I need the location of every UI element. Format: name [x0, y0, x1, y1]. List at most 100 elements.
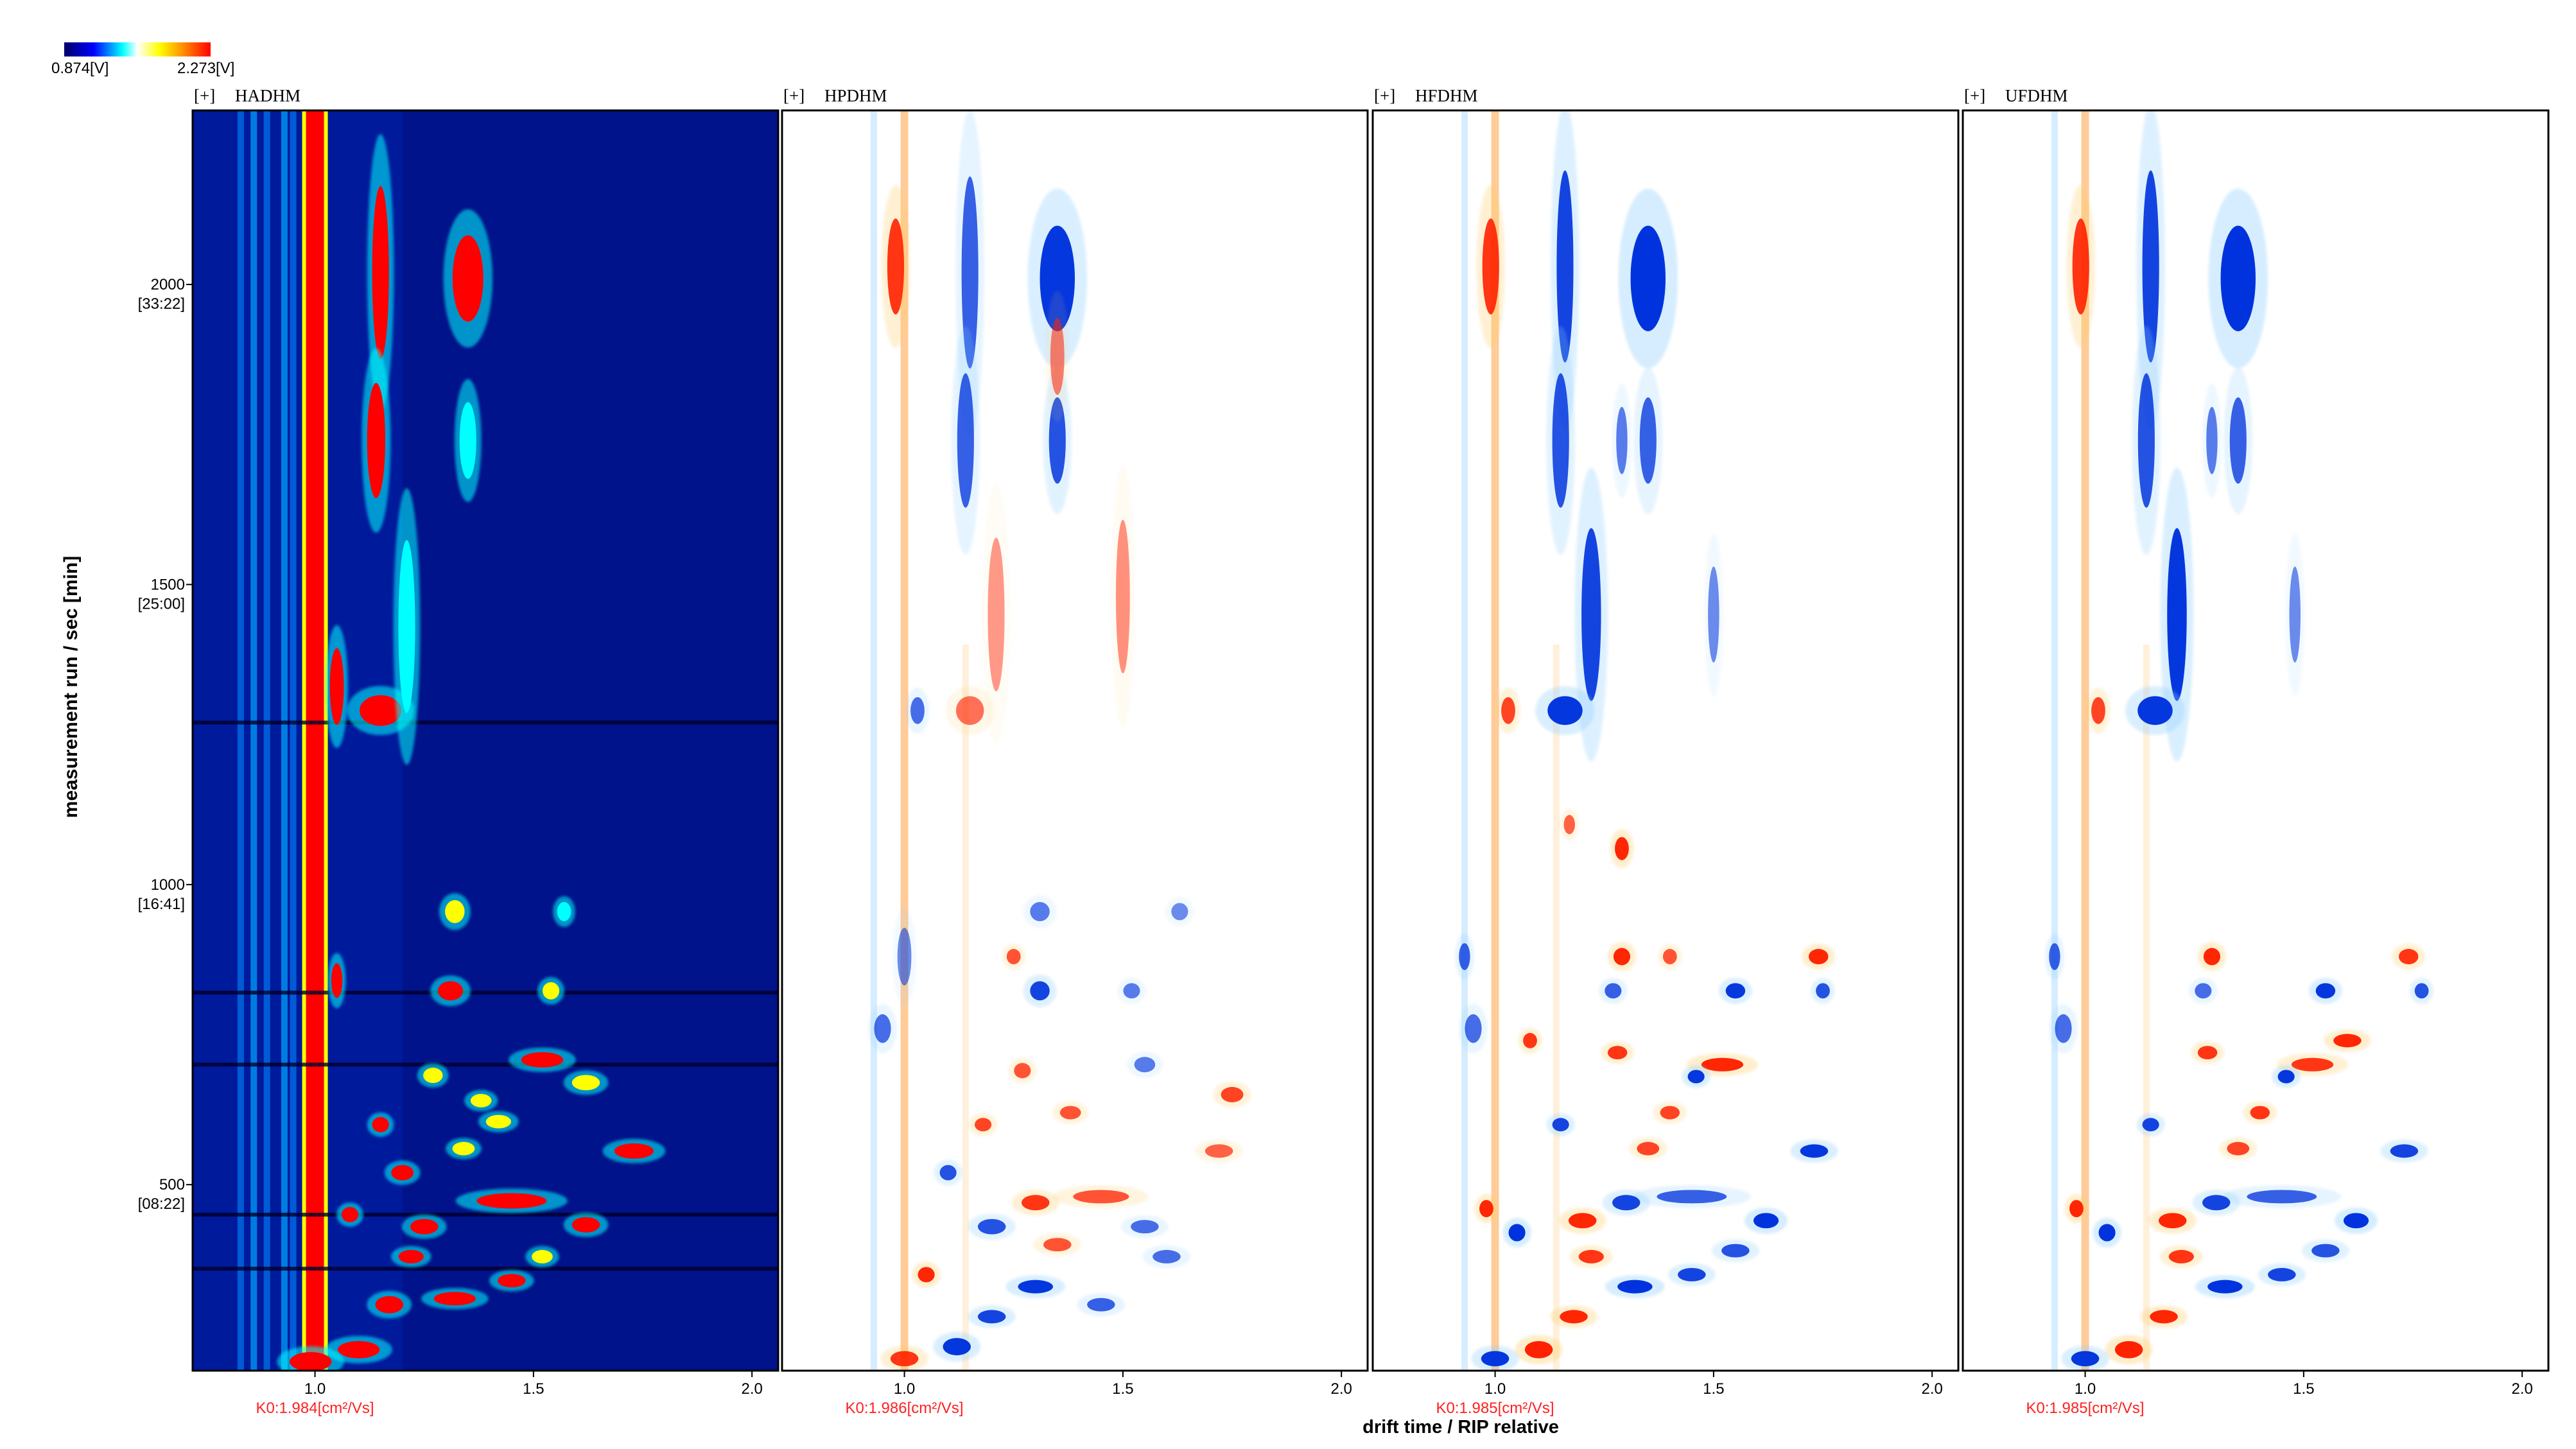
panel-title: UFDHM: [2005, 86, 2068, 105]
peak-marker: [1508, 1224, 1526, 1242]
peak-marker: [1725, 983, 1746, 999]
peak-marker: [2168, 1249, 2194, 1263]
peak-marker: [290, 1352, 332, 1371]
peak-marker: [890, 1351, 919, 1367]
x-axis-title: drift time / RIP relative: [1362, 1417, 1559, 1437]
peak-marker: [1030, 981, 1050, 1001]
peak-marker: [1134, 1057, 1156, 1073]
panel-frame: [1962, 109, 2550, 1372]
rip-streak: [1491, 110, 1499, 1371]
peak-marker: [910, 697, 925, 724]
peak-marker: [2247, 1190, 2317, 1204]
peak-marker: [1581, 528, 1601, 701]
peak-marker: [423, 1068, 443, 1084]
peak-marker: [437, 981, 464, 1001]
panel-frame: [191, 109, 779, 1372]
rip-streak: [900, 110, 909, 1371]
panels: [+] HADHM 1.0 1.5 2.0 K0:1.984[cm²/Vs] [+] HPDH…: [191, 86, 2550, 1417]
peak-marker: [1556, 170, 1574, 363]
peak-marker: [329, 648, 344, 725]
peak-marker: [1662, 949, 1677, 964]
peak-marker: [1613, 948, 1631, 966]
peak-marker: [1605, 983, 1622, 999]
peak-marker: [1481, 1351, 1510, 1367]
y-axis: 500 [08:22] 1000 [16:41] 1500 [25:00] 2000 [33:…: [138, 276, 193, 1213]
peak-marker: [1123, 983, 1140, 999]
peak-marker: [1049, 397, 1066, 484]
peak-marker: [2229, 397, 2247, 484]
peak-marker: [955, 696, 984, 725]
peak-marker: [2206, 406, 2218, 474]
panel-expand-button[interactable]: [+]: [1964, 86, 1985, 105]
peak-marker: [433, 1292, 476, 1306]
x-tick-label: 2.0: [1921, 1380, 1942, 1398]
panel-content: [1455, 110, 1838, 1371]
peak-marker: [1059, 1106, 1081, 1120]
x-tick-label: 1.5: [1112, 1380, 1133, 1398]
peak-marker: [961, 176, 979, 369]
peak-marker: [1482, 218, 1499, 315]
panel-expand-button[interactable]: [+]: [783, 86, 805, 105]
peak-marker: [887, 218, 905, 315]
peak-marker: [532, 1249, 553, 1263]
x-tick-label: 2.0: [1330, 1380, 1352, 1398]
peak-marker: [2390, 1144, 2419, 1158]
peak-marker: [988, 537, 1005, 691]
panel-frame: [1371, 109, 1960, 1372]
peak-marker: [2137, 373, 2155, 508]
y-tick-sublabel-1: [16:41]: [138, 896, 185, 913]
peak-marker: [2069, 1200, 2084, 1218]
peak-marker: [1014, 1063, 1031, 1079]
panel-expand-button[interactable]: [+]: [194, 86, 215, 105]
peak-marker: [874, 1014, 891, 1043]
peak-marker: [470, 1093, 492, 1107]
peak-marker: [2197, 1046, 2218, 1060]
peak-marker: [1678, 1267, 1706, 1281]
panel-content: [868, 110, 1251, 1371]
peak-marker: [1552, 373, 1569, 508]
ref-streak: [250, 110, 257, 1371]
peak-marker: [2091, 697, 2105, 724]
peak-marker: [1087, 1297, 1115, 1312]
peak-marker: [398, 1249, 424, 1263]
peak-marker: [1018, 1280, 1053, 1294]
peak-marker: [372, 186, 389, 359]
x-tick-label: 1.5: [1703, 1380, 1724, 1398]
panel-expand-button[interactable]: [+]: [1374, 86, 1395, 105]
panel-frame: [781, 109, 1369, 1372]
peak-marker: [2055, 1014, 2072, 1043]
peak-marker: [1578, 1249, 1604, 1263]
y-tick-sublabel-2: [25:00]: [138, 595, 185, 612]
peak-marker: [341, 1206, 359, 1222]
peak-marker: [459, 402, 476, 479]
x-tick-label: 1.0: [1484, 1380, 1506, 1398]
panel-content: [2045, 110, 2434, 1371]
diff-streak: [2051, 110, 2058, 1371]
peak-marker: [2098, 1224, 2116, 1242]
colorbar-gradient: [64, 42, 211, 56]
x-tick-label: 2.0: [2511, 1380, 2532, 1398]
peak-marker: [2202, 1195, 2231, 1211]
y-tick-label-1: 1000: [151, 876, 185, 894]
peak-marker: [485, 1115, 512, 1129]
panel-ufdhm: [+] UFDHM 1.0 1.5 2.0 K0:1.985[cm²/Vs]: [1962, 86, 2550, 1417]
y-axis-title: measurement run / sec [min]: [60, 556, 82, 818]
peak-marker: [398, 540, 415, 713]
peak-marker: [1687, 1070, 1705, 1084]
peak-marker: [2203, 948, 2221, 966]
panel-title: HFDHM: [1415, 86, 1478, 105]
y-tick-sublabel-0: [08:22]: [138, 1195, 185, 1213]
peak-marker: [1479, 1200, 1493, 1218]
x-tick-label: 1.0: [894, 1380, 915, 1398]
peak-marker: [1030, 901, 1050, 921]
dark-band: [193, 720, 778, 725]
x-tick-label: 1.0: [2075, 1380, 2096, 1398]
rip-k0-label: K0:1.984[cm²/Vs]: [256, 1400, 374, 1417]
peak-marker: [1800, 1144, 1829, 1158]
peak-marker: [1221, 1087, 1244, 1102]
peak-marker: [1171, 903, 1188, 921]
peak-marker: [2315, 983, 2336, 999]
y-tick-label-3: 2000: [151, 276, 185, 293]
peak-marker: [614, 1143, 654, 1159]
peak-marker: [1753, 1213, 1779, 1229]
